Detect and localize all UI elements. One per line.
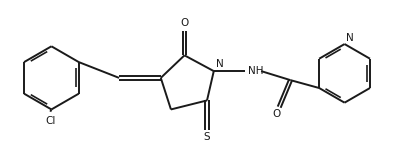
Text: NH: NH bbox=[248, 66, 263, 76]
Text: S: S bbox=[204, 132, 210, 142]
Text: N: N bbox=[346, 33, 354, 43]
Text: Cl: Cl bbox=[46, 116, 56, 126]
Text: O: O bbox=[180, 18, 188, 28]
Text: N: N bbox=[216, 59, 224, 69]
Text: O: O bbox=[273, 109, 281, 119]
